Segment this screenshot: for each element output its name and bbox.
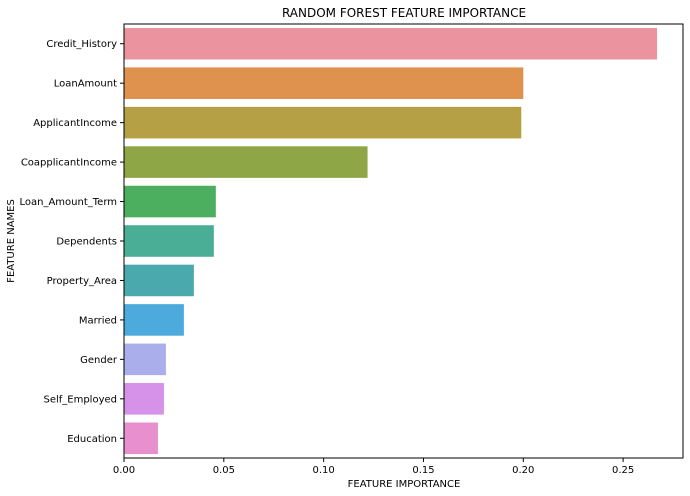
bar-credit-history (124, 27, 658, 60)
bar-property-area (124, 264, 194, 297)
y-tick-label: CoapplicantIncome (21, 158, 117, 169)
y-tick-label: Education (67, 434, 117, 445)
x-axis-title: FEATURE IMPORTANCE (348, 479, 461, 490)
x-tick-label: 0.05 (213, 465, 235, 476)
y-tick-layer: Credit_History LoanAmount ApplicantIncome C… (19, 39, 124, 445)
x-tick-layer: 0.00 0.05 0.10 0.15 0.20 0.25 (113, 458, 634, 476)
bars-layer (124, 27, 658, 455)
chart-title: RANDOM FOREST FEATURE IMPORTANCE (282, 6, 526, 20)
x-tick-label: 0.00 (113, 465, 135, 476)
x-tick-label: 0.20 (512, 465, 534, 476)
bar-applicantincome (124, 106, 522, 139)
bar-married (124, 304, 184, 336)
y-tick-label: Property_Area (47, 276, 117, 287)
y-tick-label: Dependents (56, 237, 117, 248)
bar-self-employed (124, 383, 164, 415)
x-tick-label: 0.25 (612, 465, 634, 476)
bar-loanamount (124, 67, 524, 99)
y-tick-label: ApplicantIncome (33, 118, 117, 129)
y-tick-label: LoanAmount (54, 79, 117, 90)
bar-coapplicantincome (124, 146, 368, 178)
y-tick-label: Gender (80, 355, 118, 366)
y-tick-label: Loan_Amount_Term (19, 197, 117, 208)
bar-gender (124, 343, 166, 376)
y-tick-label: Self_Employed (43, 394, 117, 405)
bar-dependents (124, 225, 214, 257)
y-tick-label: Married (79, 315, 117, 326)
bar-loan-amount-term (124, 185, 216, 218)
x-tick-label: 0.10 (313, 465, 335, 476)
y-axis-title: FEATURE NAMES (6, 199, 17, 283)
y-tick-label: Credit_History (46, 39, 117, 50)
bar-education (124, 422, 158, 455)
plot-frame (123, 23, 684, 459)
x-tick-label: 0.15 (412, 465, 434, 476)
